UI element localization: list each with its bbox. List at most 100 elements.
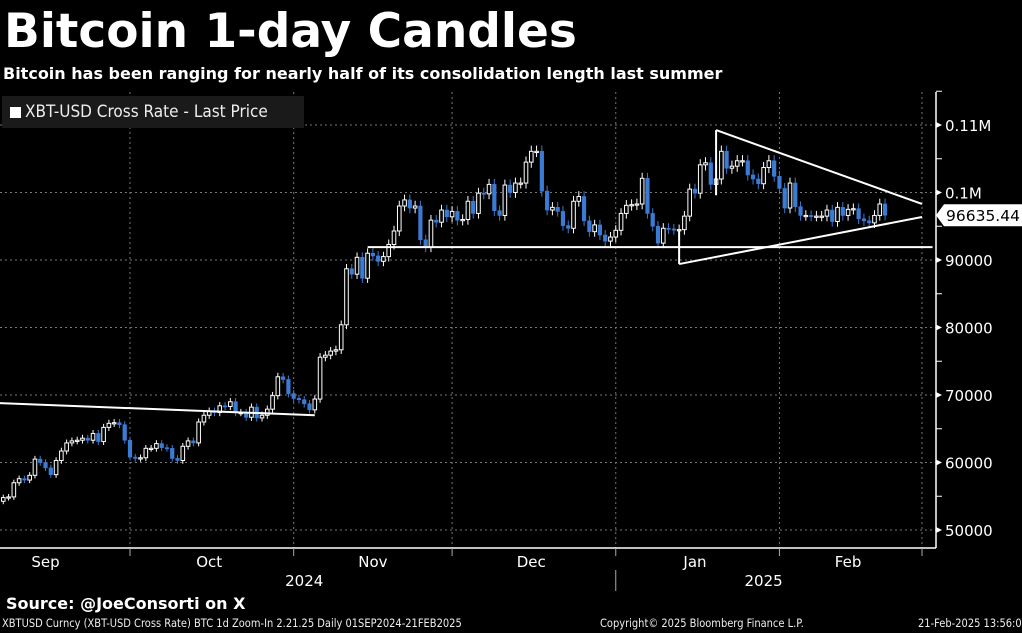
candle-up bbox=[106, 422, 112, 428]
candle-up bbox=[518, 182, 524, 185]
candle-down bbox=[302, 399, 307, 405]
y-tick-label: 80000 bbox=[945, 320, 993, 338]
candle-down bbox=[777, 176, 782, 189]
candle-up bbox=[682, 215, 687, 231]
legend-swatch bbox=[10, 106, 21, 118]
axes: 50000 60000 70000 80000 90000 0.1M 0.11M 96635.… bbox=[0, 90, 1022, 591]
candle-up bbox=[391, 230, 397, 245]
candle-up bbox=[412, 205, 418, 209]
candle-up bbox=[872, 214, 877, 224]
candle-up bbox=[761, 167, 766, 185]
candle-up bbox=[402, 199, 407, 207]
candle-down bbox=[48, 467, 53, 475]
candle-up bbox=[703, 162, 708, 166]
candle-down bbox=[471, 200, 476, 214]
candle-up bbox=[396, 205, 402, 232]
candle-down bbox=[376, 255, 381, 262]
candle-down bbox=[407, 199, 412, 209]
candle-up bbox=[766, 160, 772, 169]
candle-down bbox=[117, 422, 122, 425]
last-price-box bbox=[936, 204, 1022, 227]
candle-up bbox=[719, 150, 724, 180]
candle-down bbox=[603, 234, 608, 242]
candle-down bbox=[159, 443, 164, 448]
candle-up bbox=[534, 150, 539, 154]
candle-down bbox=[85, 437, 90, 441]
candle-down bbox=[798, 206, 803, 216]
candle-down bbox=[560, 211, 566, 226]
candle-up bbox=[634, 203, 640, 206]
candle-up bbox=[851, 208, 856, 211]
candle-down bbox=[793, 182, 798, 207]
candle-down bbox=[545, 190, 550, 211]
candle-down bbox=[671, 228, 676, 231]
candle-down bbox=[867, 220, 872, 224]
y-tick bbox=[936, 459, 942, 466]
candle-down bbox=[286, 379, 291, 394]
last-price-label: 96635.44 bbox=[946, 207, 1020, 225]
candle-up bbox=[312, 398, 318, 411]
y-tick bbox=[936, 392, 942, 398]
candle-up bbox=[386, 243, 392, 258]
candle-up bbox=[608, 236, 613, 242]
y-tick-label: 60000 bbox=[945, 455, 993, 473]
candle-down bbox=[830, 209, 835, 222]
candle-up bbox=[624, 204, 629, 214]
candle-down bbox=[481, 192, 486, 195]
candle-up bbox=[513, 182, 518, 194]
candle-up bbox=[333, 349, 339, 352]
y-tick bbox=[936, 122, 942, 128]
candle-up bbox=[687, 188, 692, 217]
candles bbox=[0, 145, 888, 505]
candle-down bbox=[296, 398, 302, 401]
candle-up bbox=[523, 161, 529, 184]
candle-down bbox=[508, 184, 513, 193]
y-tick bbox=[936, 257, 942, 263]
candle-up bbox=[877, 203, 883, 216]
candle-up bbox=[550, 206, 555, 211]
candle-down bbox=[444, 209, 449, 218]
x-month-label: Sep bbox=[31, 553, 59, 571]
candle-up bbox=[528, 150, 534, 163]
candle-up bbox=[613, 229, 619, 238]
candle-down bbox=[38, 458, 43, 463]
y-tick-label: 50000 bbox=[945, 522, 993, 540]
candle-up bbox=[328, 350, 333, 356]
candle-up bbox=[32, 458, 38, 476]
candle-down bbox=[281, 376, 286, 380]
candle-up bbox=[138, 457, 143, 460]
candle-down bbox=[175, 458, 180, 461]
candle-down bbox=[291, 393, 296, 399]
candle-up bbox=[486, 183, 492, 195]
candle-up bbox=[27, 474, 32, 481]
candle-down bbox=[122, 424, 127, 441]
candle-up bbox=[787, 182, 793, 209]
candle-down bbox=[307, 403, 312, 411]
candle-up bbox=[64, 442, 69, 452]
ticker-info: XBTUSD Curncy (XBT-USD Cross Rate) BTC 1… bbox=[2, 616, 462, 630]
x-year-label: 2024 bbox=[285, 572, 323, 590]
candle-down bbox=[423, 239, 428, 248]
trendlines bbox=[0, 129, 933, 417]
candle-up bbox=[90, 432, 96, 441]
candle-down bbox=[666, 227, 671, 230]
x-month-label: Dec bbox=[517, 553, 546, 571]
candle-down bbox=[708, 162, 713, 185]
candle-up bbox=[275, 376, 281, 397]
candle-up bbox=[74, 439, 80, 442]
candle-up bbox=[11, 482, 17, 498]
candle-up bbox=[592, 224, 597, 233]
candle-up bbox=[148, 447, 154, 451]
candle-up bbox=[111, 422, 117, 425]
candle-down bbox=[434, 219, 439, 223]
candle-up bbox=[629, 204, 634, 207]
candle-up bbox=[697, 164, 703, 194]
candle-down bbox=[750, 174, 756, 180]
candle-up bbox=[824, 209, 830, 217]
candle-up bbox=[354, 256, 360, 275]
candle-down bbox=[809, 215, 814, 217]
candle-up bbox=[317, 356, 323, 400]
candle-up bbox=[53, 459, 59, 476]
candle-down bbox=[597, 224, 603, 236]
candle-up bbox=[803, 214, 809, 218]
